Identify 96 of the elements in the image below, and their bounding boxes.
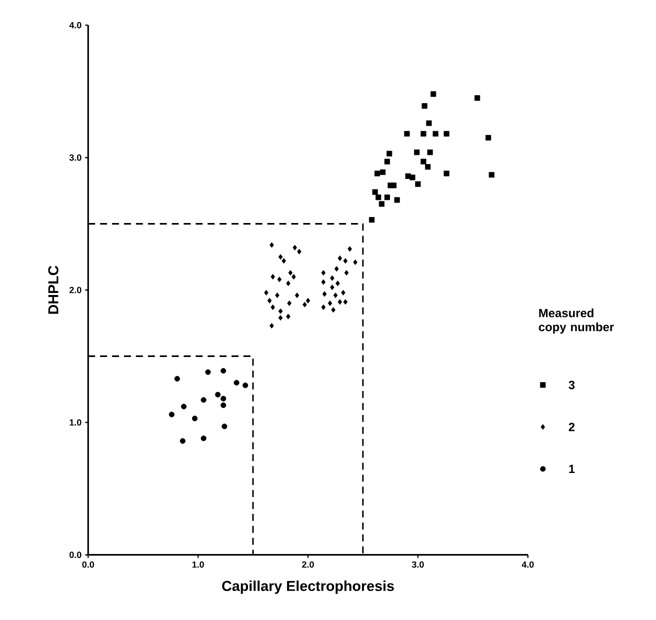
point [386, 150, 392, 156]
point [322, 291, 327, 297]
point [264, 290, 268, 296]
point [333, 292, 338, 298]
point [394, 197, 400, 203]
point [378, 201, 384, 207]
point [372, 189, 378, 195]
legend-label: 2 [568, 422, 575, 432]
point [404, 130, 410, 137]
point [321, 279, 326, 285]
point [426, 120, 432, 126]
point [220, 402, 226, 408]
x-tick-label: 0.0 [82, 561, 94, 568]
point [292, 244, 297, 250]
point [410, 174, 416, 180]
point [181, 404, 187, 410]
point [234, 380, 240, 386]
point [286, 280, 290, 286]
point [420, 130, 426, 137]
point [430, 91, 436, 97]
point [321, 270, 326, 276]
point [267, 298, 272, 304]
point [390, 182, 397, 188]
point [297, 248, 302, 254]
point [376, 194, 382, 200]
point [282, 258, 286, 264]
point [343, 299, 348, 305]
point [405, 173, 411, 179]
y-tick-label: 3.0 [69, 154, 82, 161]
point [222, 424, 228, 430]
point [344, 270, 349, 276]
point [348, 246, 352, 252]
point [368, 217, 375, 223]
point [432, 130, 438, 137]
point [278, 308, 283, 314]
point [330, 275, 334, 281]
point [384, 158, 390, 164]
point [338, 255, 342, 262]
point [200, 436, 206, 442]
y-tick-label: 1.0 [70, 419, 82, 426]
point [200, 397, 206, 403]
x-tick-label: 3.0 [412, 561, 424, 568]
point [302, 302, 307, 308]
point [444, 130, 450, 137]
point [338, 299, 342, 305]
point [278, 315, 283, 321]
point [168, 412, 174, 418]
point [205, 369, 211, 375]
legend-label: 3 [568, 380, 575, 390]
point [336, 280, 340, 286]
x-axis-title: Capillary Electrophoresis [222, 580, 394, 594]
point [330, 284, 334, 290]
point [306, 298, 310, 304]
point [353, 259, 358, 265]
point [380, 169, 386, 175]
point [215, 392, 221, 398]
point [414, 150, 420, 156]
point [334, 266, 339, 272]
point [294, 292, 300, 298]
point [277, 276, 282, 282]
legend-label: 1 [569, 464, 575, 474]
point [474, 95, 480, 101]
point [488, 172, 494, 178]
point [288, 270, 293, 276]
point [270, 242, 274, 248]
y-tick-label: 4.0 [69, 22, 82, 28]
point [242, 382, 248, 388]
y-axis-title: DHPLC [48, 266, 58, 314]
point [220, 396, 226, 402]
x-tick-label: 4.0 [522, 561, 534, 568]
point [422, 103, 428, 109]
point [384, 194, 390, 200]
point [420, 158, 426, 164]
point [331, 307, 336, 313]
point [321, 304, 326, 310]
point [192, 416, 198, 422]
point [180, 438, 186, 444]
point [415, 181, 421, 187]
point [341, 290, 346, 296]
x-tick-label: 1.0 [192, 561, 204, 568]
point [278, 254, 283, 260]
point [425, 164, 431, 170]
x-tick-label: 2.0 [302, 561, 314, 568]
point [286, 314, 290, 320]
point [220, 368, 226, 374]
point [328, 300, 332, 306]
point [343, 258, 348, 264]
point [374, 170, 380, 176]
point [486, 134, 492, 141]
y-tick-label: 2.0 [69, 286, 82, 294]
point [275, 292, 280, 298]
point [427, 150, 433, 156]
y-tick-label: 0.0 [70, 552, 82, 558]
point [444, 170, 450, 176]
point [174, 376, 180, 382]
legend-title: Measured copy number [538, 308, 614, 334]
